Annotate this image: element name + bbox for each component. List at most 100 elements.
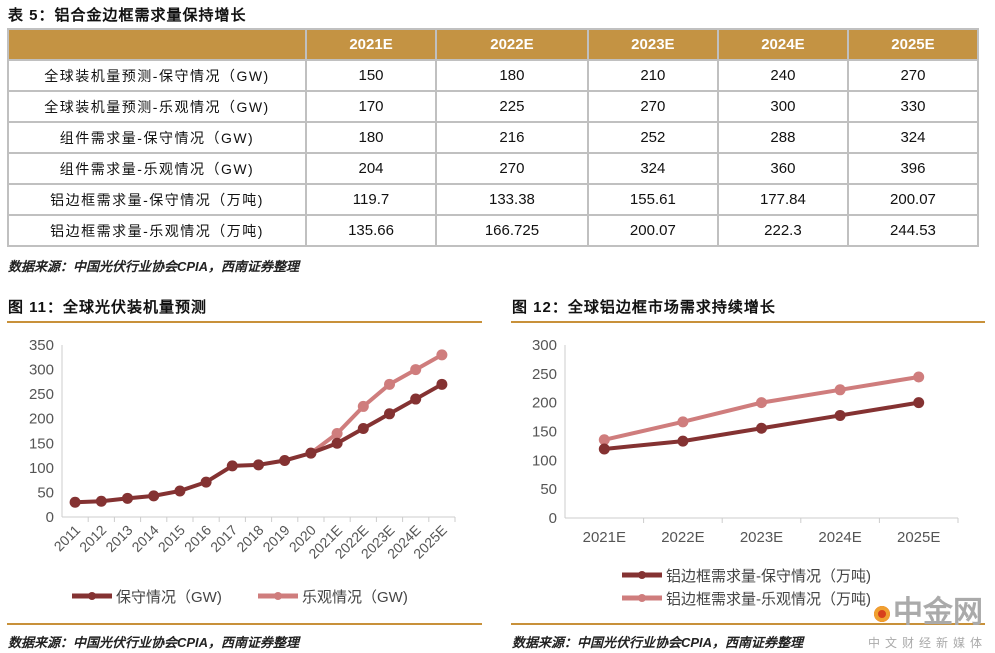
cell: 135.66 (304, 214, 438, 247)
table-row: 全球装机量预测-乐观情况（GW) 170 225 270 300 330 (7, 90, 980, 123)
cell: 210 (586, 59, 719, 92)
data-point (95, 495, 107, 507)
data-point (357, 400, 369, 412)
data-point (436, 378, 448, 390)
y-tick-label: 0 (549, 510, 557, 527)
y-tick-label: 100 (532, 452, 557, 469)
x-tick-label: 2024E (818, 529, 861, 546)
data-point (226, 460, 238, 472)
y-tick-label: 150 (29, 435, 54, 452)
row-label: 组件需求量-保守情况（GW) (7, 121, 307, 154)
cell: 360 (716, 152, 849, 185)
watermark-logo-icon (874, 606, 890, 622)
cell: 270 (435, 152, 589, 185)
cell: 396 (846, 152, 980, 185)
data-point (677, 435, 689, 447)
data-point (357, 423, 369, 435)
data-point (410, 364, 422, 376)
y-tick-label: 300 (532, 337, 557, 354)
chart12-title: 图 12：全球铝边框市场需求持续增长 (512, 299, 776, 316)
chart11-source: 数据来源：中国光伏行业协会CPIA，西南证券整理 (8, 635, 300, 650)
column-header: 2023E (586, 28, 719, 61)
divider (7, 623, 482, 625)
y-tick-label: 200 (29, 411, 54, 428)
column-header: 2024E (716, 28, 849, 61)
data-point (598, 443, 610, 455)
cell: 222.3 (716, 214, 849, 247)
data-point (174, 485, 186, 497)
y-tick-label: 250 (29, 386, 54, 403)
cell: 170 (304, 90, 438, 123)
table-title: 表 5：铝合金边框需求量保持增长 (8, 7, 247, 24)
cell: 133.38 (435, 183, 589, 216)
data-point (384, 408, 395, 420)
cell: 177.84 (716, 183, 849, 216)
row-label: 铝边框需求量-保守情况（万吨) (7, 183, 307, 216)
y-tick-label: 100 (29, 460, 54, 477)
data-point (69, 496, 81, 508)
data-point (200, 476, 212, 488)
y-tick-label: 300 (29, 362, 54, 379)
data-point (677, 416, 689, 428)
cell: 324 (586, 152, 719, 185)
cell: 150 (304, 59, 438, 92)
table-row: 组件需求量-乐观情况（GW) 204 270 324 360 396 (7, 152, 980, 185)
data-point (834, 409, 846, 421)
table-row: 全球装机量预测-保守情况（GW) 150 180 210 240 270 (7, 59, 980, 92)
cell: 270 (846, 59, 980, 92)
column-header: 2022E (435, 28, 589, 61)
data-point (384, 378, 395, 390)
data-point (122, 492, 133, 504)
data-point (148, 490, 160, 502)
cell: 180 (435, 59, 589, 92)
cell: 324 (846, 121, 980, 154)
column-header: 2025E (846, 28, 980, 61)
divider (511, 623, 985, 625)
chart11-title: 图 11：全球光伏装机量预测 (8, 299, 208, 316)
watermark-text: 中金网 (893, 596, 983, 629)
cell: 252 (586, 121, 719, 154)
data-point (331, 437, 343, 449)
cell: 216 (435, 121, 589, 154)
data-table: 2021E 2022E 2023E 2024E 2025E 全球装机量预测-保守情况（GW… (7, 28, 980, 247)
row-label: 组件需求量-乐观情况（GW) (7, 152, 307, 185)
cell: 244.53 (846, 214, 980, 247)
y-tick-label: 350 (29, 337, 54, 354)
legend-label: 保守情况（GW) (116, 589, 222, 606)
y-tick-label: 150 (532, 424, 557, 441)
cell: 200.07 (586, 214, 719, 247)
legend-marker (274, 592, 282, 600)
data-point (913, 371, 925, 383)
data-point (410, 393, 422, 405)
row-label: 铝边框需求量-乐观情况（万吨) (7, 214, 307, 247)
series-line (75, 382, 443, 505)
y-tick-label: 50 (37, 484, 54, 501)
chart12-source: 数据来源：中国光伏行业协会CPIA，西南证券整理 (512, 635, 804, 650)
cell: 155.61 (586, 183, 719, 216)
x-tick-label: 2019 (259, 522, 292, 555)
y-tick-label: 250 (532, 366, 557, 383)
legend-label: 乐观情况（GW) (302, 589, 408, 606)
cell: 180 (304, 121, 438, 154)
data-point (913, 397, 925, 409)
x-tick-label: 2011 (51, 522, 84, 555)
cell: 330 (846, 90, 980, 123)
table-row: 铝边框需求量-乐观情况（万吨) 135.66 166.725 200.07 222.3 2… (7, 214, 980, 247)
x-tick-label: 2012 (76, 522, 109, 555)
x-tick-label: 2017 (207, 522, 240, 555)
column-header (7, 28, 307, 61)
legend-marker (638, 571, 646, 579)
data-point (305, 447, 317, 459)
column-header: 2021E (304, 28, 438, 61)
table-row: 组件需求量-保守情况（GW) 180 216 252 288 324 (7, 121, 980, 154)
x-tick-label: 2015 (155, 522, 188, 555)
cell: 300 (716, 90, 849, 123)
cell: 270 (586, 90, 719, 123)
x-tick-label: 2022E (661, 529, 704, 546)
x-tick-label: 2018 (233, 522, 266, 555)
x-tick-label: 2023E (740, 529, 783, 546)
cell: 225 (435, 90, 589, 123)
y-tick-label: 50 (540, 481, 557, 498)
x-tick-label: 2025E (897, 529, 940, 546)
